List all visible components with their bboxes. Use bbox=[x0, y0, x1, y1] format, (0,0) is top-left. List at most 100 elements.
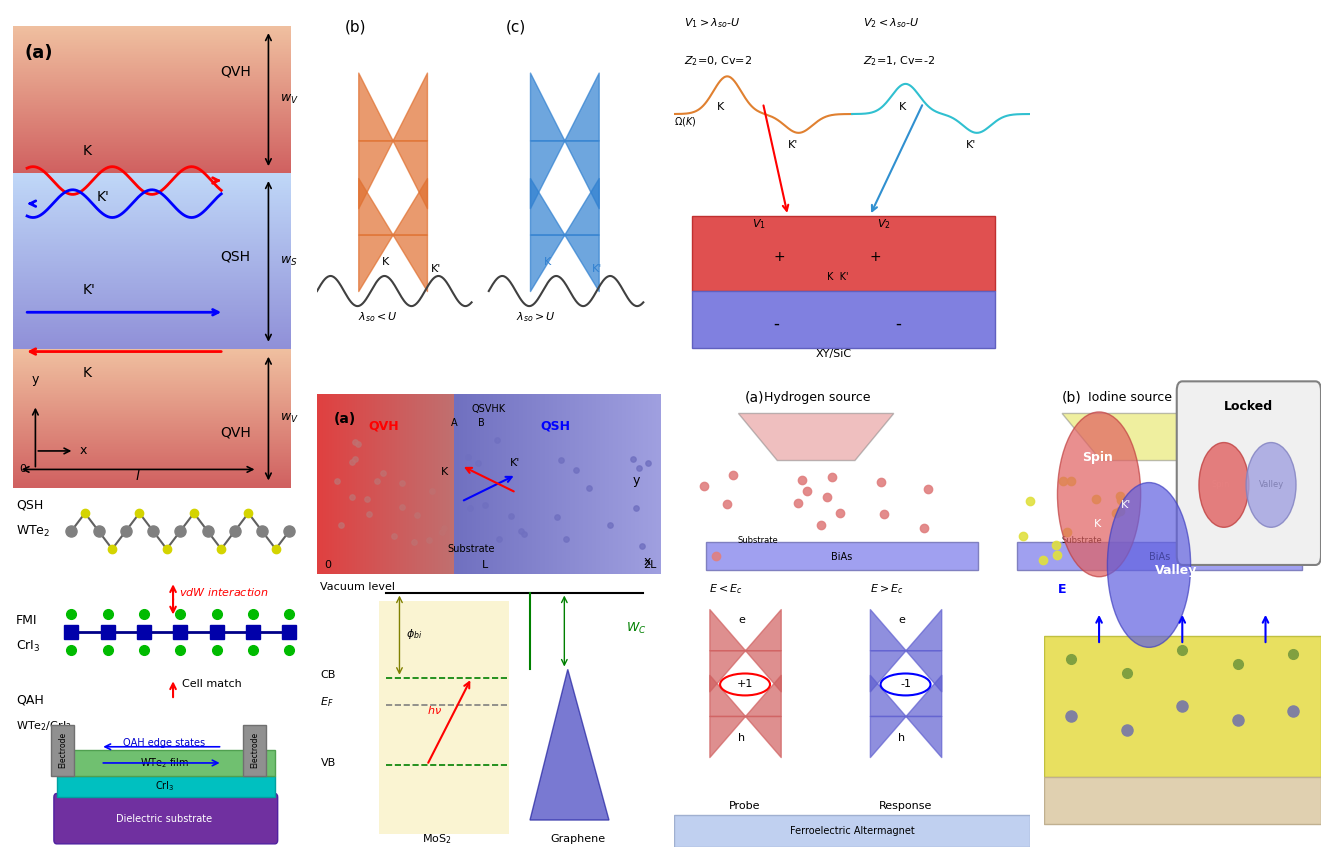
Text: $h\nu$: $h\nu$ bbox=[427, 704, 443, 716]
Text: B: B bbox=[478, 418, 485, 428]
Point bbox=[579, 481, 600, 495]
Text: Iodine source: Iodine source bbox=[1089, 391, 1172, 404]
FancyBboxPatch shape bbox=[1017, 542, 1301, 570]
Point bbox=[474, 498, 495, 512]
Text: Cell match: Cell match bbox=[182, 679, 242, 689]
Point bbox=[637, 456, 658, 470]
Text: $w_V$: $w_V$ bbox=[280, 93, 299, 106]
Text: L: L bbox=[482, 560, 489, 570]
Text: K': K' bbox=[431, 265, 441, 274]
Text: (b): (b) bbox=[345, 20, 366, 35]
Text: $w_V$: $w_V$ bbox=[280, 412, 299, 425]
Text: $Z_2$=0, Cv=2: $Z_2$=0, Cv=2 bbox=[684, 54, 753, 68]
Text: (a): (a) bbox=[24, 45, 53, 62]
Text: CrI$_3$: CrI$_3$ bbox=[155, 780, 174, 794]
Text: K: K bbox=[382, 257, 390, 267]
Text: -: - bbox=[894, 315, 901, 333]
Point bbox=[421, 484, 443, 498]
Point bbox=[341, 455, 362, 469]
Text: (a): (a) bbox=[745, 391, 765, 405]
Text: E: E bbox=[1058, 583, 1066, 597]
Text: 2L: 2L bbox=[643, 560, 657, 570]
Text: K': K' bbox=[510, 458, 519, 467]
Text: $V_2<\lambda_{so}$-$U$: $V_2<\lambda_{so}$-$U$ bbox=[863, 16, 919, 30]
Ellipse shape bbox=[1058, 412, 1141, 577]
Text: (b): (b) bbox=[1062, 391, 1082, 405]
Point bbox=[546, 510, 567, 524]
Text: Dielectric substrate: Dielectric substrate bbox=[116, 814, 213, 823]
Text: $\it{vdW}$ interaction: $\it{vdW}$ interaction bbox=[178, 586, 268, 598]
Text: $Z_2$=1, Cv=-2: $Z_2$=1, Cv=-2 bbox=[863, 54, 935, 68]
Text: K': K' bbox=[592, 265, 602, 274]
Text: $\lambda_{so}>U$: $\lambda_{so}>U$ bbox=[517, 310, 556, 324]
Text: y: y bbox=[32, 373, 40, 386]
Text: QVH: QVH bbox=[219, 65, 251, 79]
Text: FMI: FMI bbox=[16, 614, 37, 627]
FancyBboxPatch shape bbox=[54, 794, 277, 844]
FancyBboxPatch shape bbox=[57, 776, 275, 797]
Text: (a): (a) bbox=[334, 412, 357, 425]
FancyBboxPatch shape bbox=[52, 725, 74, 776]
Text: 0: 0 bbox=[18, 464, 25, 474]
Text: $V_2$: $V_2$ bbox=[877, 217, 890, 231]
Text: QVH: QVH bbox=[219, 425, 251, 439]
Point bbox=[330, 518, 351, 532]
FancyBboxPatch shape bbox=[243, 725, 266, 776]
FancyBboxPatch shape bbox=[1044, 635, 1321, 777]
FancyBboxPatch shape bbox=[674, 815, 1030, 847]
Text: Response: Response bbox=[878, 801, 933, 811]
Text: +: + bbox=[774, 250, 785, 264]
Text: QAH: QAH bbox=[16, 693, 44, 707]
Text: K': K' bbox=[966, 140, 976, 150]
FancyBboxPatch shape bbox=[707, 542, 978, 570]
Text: x: x bbox=[643, 555, 651, 568]
Text: Electrode: Electrode bbox=[250, 732, 259, 769]
Text: Valley: Valley bbox=[1155, 564, 1197, 578]
Text: QAH edge states: QAH edge states bbox=[123, 738, 205, 748]
Text: CrI$_3$: CrI$_3$ bbox=[16, 639, 41, 654]
Polygon shape bbox=[530, 669, 609, 820]
Text: $E_F$: $E_F$ bbox=[321, 695, 334, 709]
Text: K: K bbox=[82, 144, 91, 158]
Text: Ferroelectric Altermagnet: Ferroelectric Altermagnet bbox=[790, 826, 914, 836]
Point bbox=[622, 452, 643, 466]
Ellipse shape bbox=[1199, 443, 1248, 527]
Point bbox=[357, 492, 378, 506]
Text: QSH: QSH bbox=[540, 419, 571, 433]
Text: Electrode: Electrode bbox=[58, 732, 67, 769]
Text: $l$: $l$ bbox=[135, 468, 141, 484]
Text: $W_C$: $W_C$ bbox=[626, 621, 646, 636]
Text: QSH: QSH bbox=[221, 250, 250, 264]
Point bbox=[600, 518, 621, 532]
Text: QSVHK: QSVHK bbox=[472, 404, 506, 413]
Text: e: e bbox=[898, 615, 905, 625]
Point bbox=[551, 453, 572, 467]
Text: h: h bbox=[898, 733, 905, 743]
Point bbox=[501, 509, 522, 523]
Text: y: y bbox=[633, 473, 641, 487]
Text: K: K bbox=[716, 102, 724, 112]
Point bbox=[433, 521, 454, 535]
Text: $w_S$: $w_S$ bbox=[280, 255, 297, 268]
Point bbox=[460, 501, 481, 514]
Point bbox=[326, 474, 347, 488]
Text: QSH: QSH bbox=[16, 499, 44, 512]
Text: K  K': K K' bbox=[827, 271, 848, 282]
Text: WTe$_2$ film: WTe$_2$ film bbox=[140, 756, 189, 770]
Point bbox=[392, 476, 413, 490]
Text: $\Omega(K)$: $\Omega(K)$ bbox=[674, 115, 696, 128]
Text: Substrate: Substrate bbox=[448, 544, 495, 554]
Text: MoS$_2$: MoS$_2$ bbox=[423, 832, 452, 846]
Text: $V_1$: $V_1$ bbox=[752, 217, 766, 231]
Text: $E<E_c$: $E<E_c$ bbox=[709, 582, 744, 596]
Point bbox=[358, 507, 379, 520]
FancyBboxPatch shape bbox=[692, 216, 995, 291]
Point bbox=[486, 433, 507, 447]
Text: CB: CB bbox=[321, 670, 336, 680]
Text: K: K bbox=[1094, 520, 1100, 529]
Point bbox=[341, 490, 362, 504]
Text: $\lambda_{so}<U$: $\lambda_{so}<U$ bbox=[358, 310, 398, 324]
Text: A: A bbox=[450, 418, 457, 428]
Text: XY/SiC: XY/SiC bbox=[816, 349, 852, 359]
Text: Substrate: Substrate bbox=[1061, 537, 1102, 545]
